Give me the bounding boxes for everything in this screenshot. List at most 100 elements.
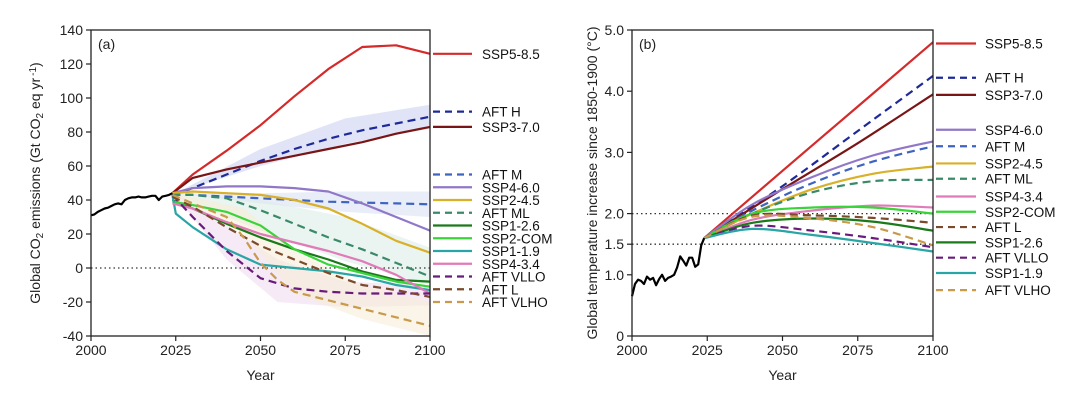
legend-item-ssp3-7-0: SSP3-7.0	[433, 120, 540, 135]
series-line-aft-vllo	[171, 194, 430, 295]
panel-a-x-axis-title: Year	[246, 367, 275, 383]
series-line-ssp3-7-0	[703, 93, 934, 240]
legend-label-ssp2-com: SSP2-COM	[985, 205, 1056, 220]
x-tick-label: 2050	[245, 342, 276, 358]
series-line-aft-h	[172, 115, 431, 196]
legend-item-aft-vllo: AFT VLLO	[433, 270, 546, 285]
legend-item-ssp4-6-0: SSP4-6.0	[433, 180, 540, 195]
series-line-historical	[630, 237, 706, 297]
legend-item-aft-m: AFT M	[936, 139, 1025, 154]
x-tick-label: 2075	[330, 342, 361, 358]
y-axis-title-part: )	[27, 62, 43, 67]
series-line-aft-ml	[703, 178, 934, 240]
y-tick-label: 0	[75, 260, 83, 276]
panel-b-historical	[630, 237, 706, 297]
panel-a-y-axis-title: Global CO2 emissions (Gt CO2 eq yr -1)	[27, 62, 46, 303]
legend-label-aft-m: AFT M	[482, 168, 522, 183]
y-tick-label: 2.0	[605, 206, 625, 222]
legend-item-ssp3-7-0: SSP3-7.0	[936, 88, 1043, 103]
legend-item-aft-ml: AFT ML	[433, 206, 530, 221]
legend-item-aft-l: AFT L	[433, 282, 519, 297]
series-line-aft-m	[703, 145, 934, 240]
series-line-ssp1-1-9	[703, 227, 934, 253]
y-axis-title-part: 2	[35, 112, 46, 118]
legend-label-aft-ml: AFT ML	[985, 172, 1033, 187]
panel-a-label: (a)	[98, 36, 115, 52]
series-line-ssp4-3-4	[703, 204, 934, 240]
legend-label-ssp4-6-0: SSP4-6.0	[482, 180, 540, 195]
y-tick-label: 0	[616, 328, 624, 344]
legend-label-aft-l: AFT L	[482, 282, 519, 297]
x-tick-label: 2025	[160, 342, 191, 358]
legend-item-aft-vlho: AFT VLHO	[936, 283, 1051, 298]
series-line-ssp1-1-9	[171, 194, 431, 292]
legend-item-ssp4-6-0: SSP4-6.0	[936, 123, 1043, 138]
legend-label-aft-l: AFT L	[985, 220, 1022, 235]
panel-b-temperature-chart: 2000 2025 2050 2075 2100 0 1.0 1.5 2.0 3.0 4.0 5.0…	[584, 22, 1056, 383]
panel-a-emissions-chart: 2000 2025 2050 2075 2100 -40 -20 0 20 40 60 80 100 1…	[27, 22, 553, 383]
y-tick-label: 20	[67, 226, 83, 242]
y-tick-label: 140	[60, 22, 84, 38]
legend-item-aft-vlho: AFT VLHO	[433, 295, 548, 310]
legend-label-ssp1-1-9: SSP1-1.9	[482, 244, 540, 259]
panel-b-series	[703, 41, 934, 253]
legend-label-aft-h: AFT H	[985, 71, 1024, 86]
series-line-ssp5-8-5	[171, 44, 431, 195]
panel-b-y-axis-title: Global temperature increase since 1850-1…	[584, 27, 600, 340]
y-axis-title-part: 2	[35, 232, 46, 238]
x-tick-label: 2025	[692, 342, 723, 358]
legend-item-aft-vllo: AFT VLLO	[936, 251, 1049, 266]
series-line-ssp2-4-5	[172, 190, 431, 254]
legend-item-ssp1-2-6: SSP1-2.6	[433, 219, 540, 234]
y-tick-label: 100	[60, 90, 84, 106]
legend-item-aft-h: AFT H	[936, 71, 1024, 86]
legend-label-aft-h: AFT H	[482, 105, 521, 120]
legend-item-ssp1-1-9: SSP1-1.9	[433, 244, 540, 259]
panel-b-y-axis: 0 1.0 1.5 2.0 3.0 4.0 5.0	[605, 22, 632, 344]
y-tick-label: 120	[60, 56, 84, 72]
legend-label-ssp3-7-0: SSP3-7.0	[985, 88, 1043, 103]
legend-label-ssp3-7-0: SSP3-7.0	[482, 120, 540, 135]
legend-label-ssp4-3-4: SSP4-3.4	[985, 189, 1043, 204]
legend-label-aft-m: AFT M	[985, 139, 1025, 154]
series-line-ssp4-6-0	[703, 140, 934, 240]
legend-item-ssp1-2-6: SSP1-2.6	[936, 235, 1043, 250]
legend-label-ssp1-2-6: SSP1-2.6	[482, 219, 540, 234]
x-tick-label: 2050	[767, 342, 798, 358]
legend-label-ssp1-2-6: SSP1-2.6	[985, 235, 1043, 250]
legend-item-ssp1-1-9: SSP1-1.9	[936, 266, 1043, 281]
panel-a-uncertainty-bands	[175, 104, 430, 336]
legend-label-ssp5-8-5: SSP5-8.5	[482, 47, 540, 62]
legend-label-aft-vllo: AFT VLLO	[482, 270, 546, 285]
x-tick-label: 2000	[75, 342, 106, 358]
y-axis-title-part: Global CO	[27, 238, 43, 303]
y-tick-label: 40	[67, 192, 83, 208]
series-line-ssp2-com	[703, 205, 934, 240]
y-tick-label: -40	[63, 328, 83, 344]
legend-label-ssp2-4-5: SSP2-4.5	[482, 193, 540, 208]
panel-a-series	[171, 44, 431, 327]
y-tick-label: 60	[67, 158, 83, 174]
series-line-ssp4-3-4	[172, 202, 431, 295]
legend-item-aft-m: AFT M	[433, 168, 522, 183]
x-tick-label: 2100	[414, 342, 445, 358]
panel-b-x-axis-title: Year	[768, 367, 797, 383]
legend-label-ssp4-6-0: SSP4-6.0	[985, 123, 1043, 138]
legend-item-ssp2-4-5: SSP2-4.5	[936, 156, 1043, 171]
legend-label-ssp2-com: SSP2-COM	[482, 231, 553, 246]
series-line-ssp1-2-6	[703, 217, 934, 240]
legend-item-aft-h: AFT H	[433, 105, 521, 120]
panel-b-frame	[631, 29, 934, 337]
panel-b-x-axis: 2000 2025 2050 2075 2100	[616, 336, 949, 358]
x-tick-label: 2000	[616, 342, 647, 358]
panel-b-reference-lines	[632, 212, 933, 245]
y-axis-title-part: emissions (Gt CO	[27, 118, 43, 232]
panel-a-x-axis: 2000 2025 2050 2075 2100	[75, 336, 446, 358]
legend-label-aft-vlho: AFT VLHO	[985, 283, 1051, 298]
legend-item-ssp2-4-5: SSP2-4.5	[433, 193, 540, 208]
series-line-ssp3-7-0	[171, 125, 431, 195]
y-axis-title-part: eq yr	[27, 78, 43, 113]
y-tick-label: 5.0	[605, 22, 625, 38]
